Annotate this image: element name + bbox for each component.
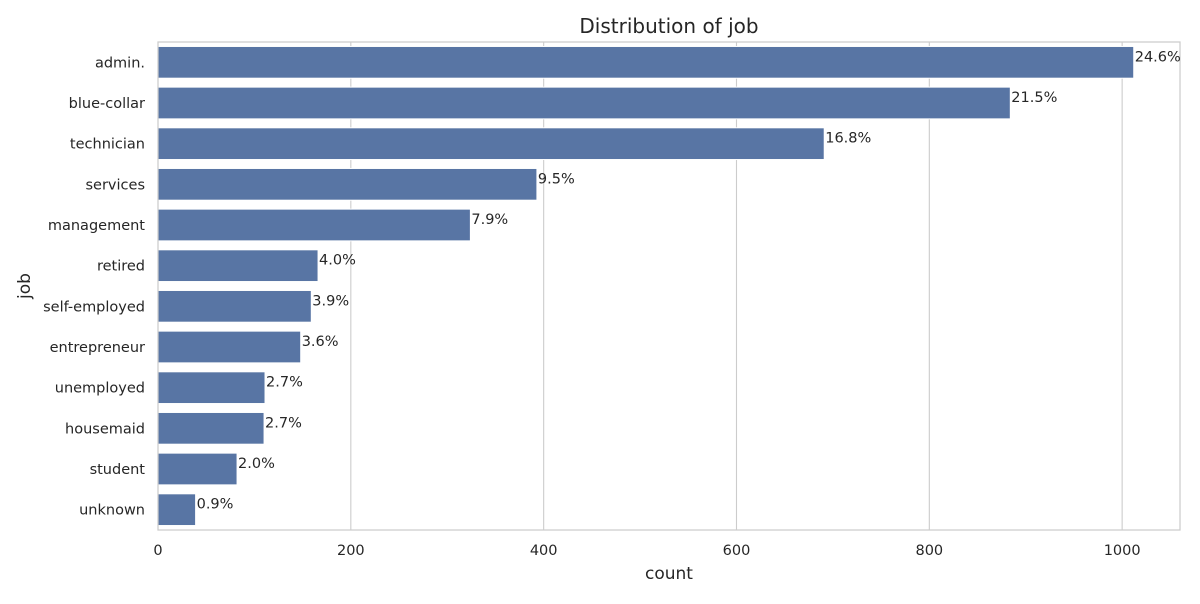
bars (157, 45, 1135, 527)
y-tick-labels: admin. blue-collar technician services manag… (43, 55, 145, 518)
x-tick-label: 400 (530, 543, 558, 559)
bar-value-label: 4.0% (319, 253, 356, 269)
y-tick-label: entrepreneur (50, 340, 145, 356)
y-tick-label: management (48, 218, 145, 234)
bar-value-label: 21.5% (1011, 90, 1057, 106)
y-tick-label: technician (70, 137, 145, 153)
bar (157, 289, 312, 323)
chart-title: Distribution of job (579, 14, 758, 38)
bar (157, 208, 471, 242)
y-tick-label: admin. (95, 55, 145, 71)
bar-value-label: 3.6% (302, 334, 339, 350)
bar-value-label: 3.9% (312, 293, 349, 309)
bar-value-label: 9.5% (538, 171, 575, 187)
y-tick-label: self-employed (43, 299, 145, 315)
bar (157, 249, 319, 283)
x-tick-label: 0 (153, 543, 162, 559)
bar (157, 452, 238, 486)
y-tick-label: unknown (79, 503, 145, 519)
bar (157, 371, 266, 405)
y-tick-label: student (90, 462, 146, 478)
bar-value-label: 0.9% (197, 497, 234, 513)
y-tick-label: services (86, 177, 146, 193)
bar (157, 330, 302, 364)
y-tick-label: unemployed (55, 381, 145, 397)
bar-value-label: 7.9% (471, 212, 508, 228)
bar (157, 45, 1135, 79)
bar-value-label: 2.7% (266, 375, 303, 391)
x-tick-label: 600 (723, 543, 751, 559)
x-tick-label: 800 (915, 543, 943, 559)
bar (157, 86, 1011, 120)
x-axis-label: count (645, 564, 693, 584)
bar (157, 493, 197, 527)
bar (157, 127, 825, 161)
x-tick-label: 1000 (1104, 543, 1141, 559)
y-tick-label: housemaid (65, 421, 145, 437)
bar-value-label: 16.8% (825, 131, 871, 147)
x-tick-label: 200 (337, 543, 365, 559)
gridlines (350, 42, 1123, 530)
bar-value-label: 24.6% (1135, 49, 1181, 65)
y-tick-label: blue-collar (69, 96, 145, 112)
data-labels: 24.6% 21.5% 16.8% 9.5% 7.9% 4.0% 3.9% 3.6% 2.7% 2… (197, 49, 1181, 512)
plot-frame (157, 41, 1181, 531)
bar-value-label: 2.0% (238, 456, 275, 472)
bar (157, 167, 538, 201)
bar (157, 411, 265, 445)
x-tick-labels: 0 200 400 600 800 1000 (153, 543, 1140, 559)
y-axis-label: job (15, 273, 35, 300)
bar-value-label: 2.7% (265, 415, 302, 431)
y-tick-label: retired (97, 259, 145, 275)
